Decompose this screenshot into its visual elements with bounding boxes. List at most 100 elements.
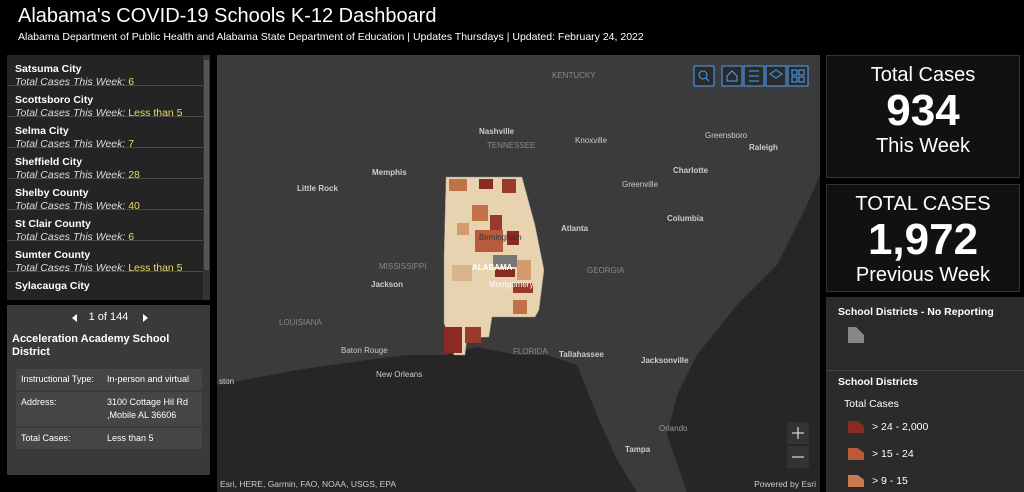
detail-label: Address: <box>21 397 57 407</box>
map-label: ALABAMA <box>472 263 513 272</box>
map-label: New Orleans <box>376 370 422 379</box>
cases-value: Less than 5 <box>128 106 183 119</box>
legend-swatch <box>848 421 864 433</box>
map-label: TENNESSEE <box>487 141 535 150</box>
card-title: Total Cases <box>870 64 976 86</box>
card-subtitle: This Week <box>875 135 971 157</box>
cases-label: Total Cases This Week: <box>15 75 126 88</box>
map-label: Nashville <box>479 127 515 136</box>
detail-row: Address: 3100 Cottage Hil Rd ,Mobile AL 3… <box>16 391 202 427</box>
detail-row: Total Cases: Less than 5 <box>16 427 202 449</box>
cases-label: Total Cases This Week: <box>15 230 126 243</box>
map-label: Atlanta <box>561 224 589 233</box>
district-name: Shelby County <box>15 187 89 199</box>
legend-panel: School Districts - No Reporting School D… <box>826 297 1024 492</box>
legend-swatch <box>848 475 864 487</box>
list-item[interactable]: Sylacauga City <box>7 272 203 300</box>
map-label: MISSISSIPPI <box>379 262 427 271</box>
basemap-button[interactable] <box>787 65 809 87</box>
map[interactable]: KENTUCKY Nashville TENNESSEE Knoxville G… <box>217 55 820 492</box>
card-subtitle: Previous Week <box>855 264 991 286</box>
map-label: Jackson <box>371 280 403 289</box>
district-name: Satsuma City <box>15 63 82 75</box>
title: Alabama's COVID-19 Schools K-12 Dashboar… <box>18 5 437 27</box>
legend-field: Total Cases <box>844 398 899 410</box>
list-item[interactable]: Sumter County Total Cases This Week: Less… <box>7 241 203 274</box>
detail-table: Instructional Type: In-person and virtual… <box>16 367 202 449</box>
powered-by: Powered by Esri <box>754 479 816 489</box>
map-label: Memphis <box>372 168 407 177</box>
scroll-thumb[interactable] <box>204 60 209 270</box>
map-label: Jacksonville <box>641 356 689 365</box>
stat-card: TOTAL CASES 1,972 Previous Week <box>826 184 1020 292</box>
district-name: Sylacauga City <box>15 280 90 292</box>
map-label: Charlotte <box>673 166 709 175</box>
list-item[interactable]: Sheffield City Total Cases This Week: 28 <box>7 148 203 181</box>
map-label: Columbia <box>667 214 704 223</box>
map-label: Tampa <box>625 445 651 454</box>
legend-swatch <box>848 448 864 460</box>
zoom-controls[interactable] <box>787 422 809 468</box>
map-label: Greensboro <box>705 131 748 140</box>
legend-label: > 9 - 15 <box>872 475 908 487</box>
cases-value: 28 <box>128 168 140 181</box>
list-item[interactable]: Scottsboro City Total Cases This Week: Le… <box>7 86 203 119</box>
legend-heading: School Districts - No Reporting <box>838 306 994 318</box>
map-label: Baton Rouge <box>341 346 388 355</box>
map-label: GEORGIA <box>587 266 625 275</box>
detail-value: Less than 5 <box>107 433 154 443</box>
map-label: Birmingham <box>479 233 522 242</box>
cases-value: 40 <box>128 199 140 212</box>
map-labels: KENTUCKY Nashville TENNESSEE Knoxville G… <box>219 71 778 454</box>
search-button[interactable] <box>693 65 715 87</box>
list-item[interactable]: St Clair County Total Cases This Week: 6 <box>7 210 203 243</box>
district-name: Sumter County <box>15 249 91 261</box>
cases-label: Total Cases This Week: <box>15 106 126 119</box>
map-label: Little Rock <box>297 184 338 193</box>
cases-label: Total Cases This Week: <box>15 199 126 212</box>
map-label: Tallahassee <box>559 350 604 359</box>
map-label: Orlando <box>659 424 688 433</box>
district-name: Scottsboro City <box>15 94 94 106</box>
subtitle: Alabama Department of Public Health and … <box>18 31 644 43</box>
list-item[interactable]: Shelby County Total Cases This Week: 40 <box>7 179 203 212</box>
map-toolbar <box>693 65 809 87</box>
map-label: KENTUCKY <box>552 71 596 80</box>
detail-value: 3100 Cottage Hil Rd ,Mobile AL 36606 <box>107 397 189 420</box>
home-button[interactable] <box>721 65 743 87</box>
cases-value: 7 <box>128 137 135 150</box>
layers-button[interactable] <box>765 65 787 87</box>
list-item[interactable]: Selma City Total Cases This Week: 7 <box>7 117 203 150</box>
cases-value: 6 <box>128 230 135 243</box>
legend-heading: School Districts <box>838 376 918 388</box>
no-reporting-swatch <box>848 327 864 343</box>
district-name: Sheffield City <box>15 156 83 168</box>
district-list: Satsuma City Total Cases This Week: 6 Scot… <box>7 55 210 300</box>
card-title: TOTAL CASES <box>855 193 991 215</box>
stat-card: Total Cases 934 This Week <box>826 55 1020 178</box>
cases-label: Total Cases This Week: <box>15 168 126 181</box>
cases-value: Less than 5 <box>128 261 183 274</box>
map-label: Greenville <box>622 180 659 189</box>
map-label: Raleigh <box>749 143 778 152</box>
map-label: Knoxville <box>575 136 608 145</box>
card-value: 934 <box>886 86 960 135</box>
attribution: Esri, HERE, Garmin, FAO, NOAA, USGS, EPA <box>220 479 396 489</box>
legend-label: > 15 - 24 <box>872 448 914 460</box>
pager: 1 of 144 <box>88 311 129 323</box>
detail-title: Acceleration Academy School District <box>12 333 170 358</box>
map-label: ston <box>219 377 234 386</box>
district-name: St Clair County <box>15 218 91 230</box>
detail-row: Instructional Type: In-person and virtual <box>16 368 202 391</box>
cases-label: Total Cases This Week: <box>15 261 126 274</box>
detail-label: Total Cases: <box>21 433 71 443</box>
map-label: FLORIDA <box>513 347 548 356</box>
cases-value: 6 <box>128 75 135 88</box>
card-value: 1,972 <box>867 215 979 264</box>
district-name: Selma City <box>15 125 69 137</box>
pager-arrows[interactable] <box>71 312 151 324</box>
map-label: Montgomery <box>489 280 533 289</box>
list-item[interactable]: Satsuma City Total Cases This Week: 6 <box>7 55 203 88</box>
legend-label: > 24 - 2,000 <box>872 421 929 433</box>
